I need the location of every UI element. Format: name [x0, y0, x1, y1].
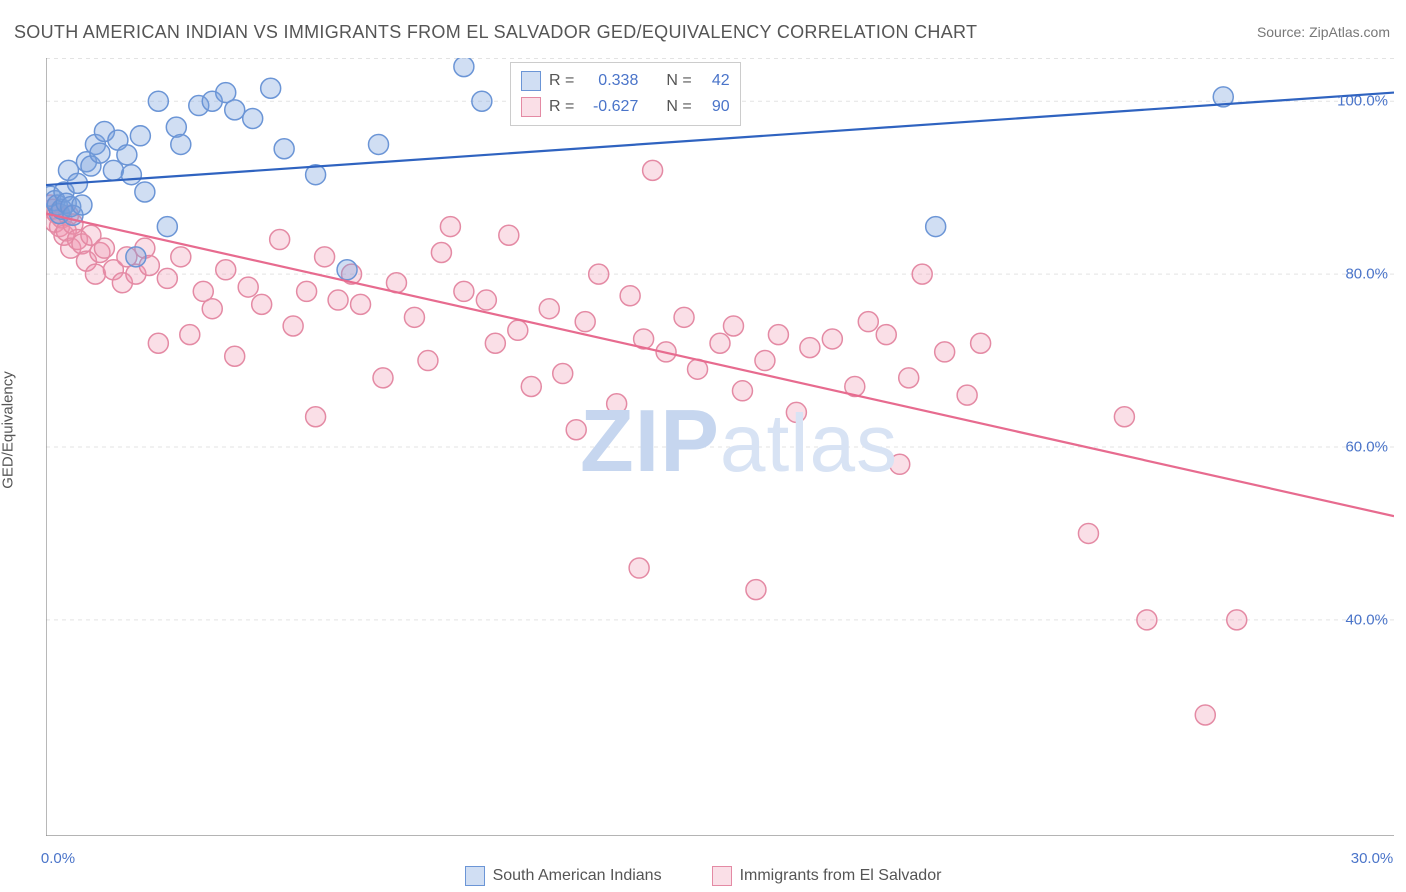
chart-container: SOUTH AMERICAN INDIAN VS IMMIGRANTS FROM…: [0, 0, 1406, 892]
swatch-series-b: [521, 97, 541, 117]
swatch-series-b: [712, 866, 732, 886]
legend-label-b: Immigrants from El Salvador: [740, 867, 942, 885]
legend-item-b: Immigrants from El Salvador: [712, 866, 942, 886]
swatch-series-a: [465, 866, 485, 886]
r-value-a: 0.338: [582, 68, 638, 94]
swatch-series-a: [521, 71, 541, 91]
r-label: R =: [549, 68, 574, 94]
y-tick-label: 100.0%: [1334, 93, 1388, 110]
x-tick-label: 0.0%: [41, 850, 75, 867]
n-value-a: 42: [700, 68, 730, 94]
x-tick-label: 30.0%: [1351, 850, 1394, 867]
bottom-legend: South American Indians Immigrants from E…: [0, 866, 1406, 886]
legend-label-a: South American Indians: [493, 867, 662, 885]
source-label: Source: ZipAtlas.com: [1257, 24, 1390, 40]
scatter-plot: [46, 58, 1394, 836]
y-tick-label: 80.0%: [1334, 266, 1388, 283]
n-label: N =: [666, 68, 691, 94]
chart-title: SOUTH AMERICAN INDIAN VS IMMIGRANTS FROM…: [14, 22, 977, 43]
correlation-legend: R = 0.338 N = 42 R = -0.627 N = 90: [510, 62, 741, 126]
legend-item-a: South American Indians: [465, 866, 662, 886]
r-label: R =: [549, 94, 574, 120]
n-value-b: 90: [700, 94, 730, 120]
r-value-b: -0.627: [582, 94, 638, 120]
n-label: N =: [666, 94, 691, 120]
y-tick-label: 60.0%: [1334, 439, 1388, 456]
corr-row-b: R = -0.627 N = 90: [521, 94, 730, 120]
y-tick-label: 40.0%: [1334, 611, 1388, 628]
corr-row-a: R = 0.338 N = 42: [521, 68, 730, 94]
y-axis-label: GED/Equivalency: [0, 371, 17, 489]
